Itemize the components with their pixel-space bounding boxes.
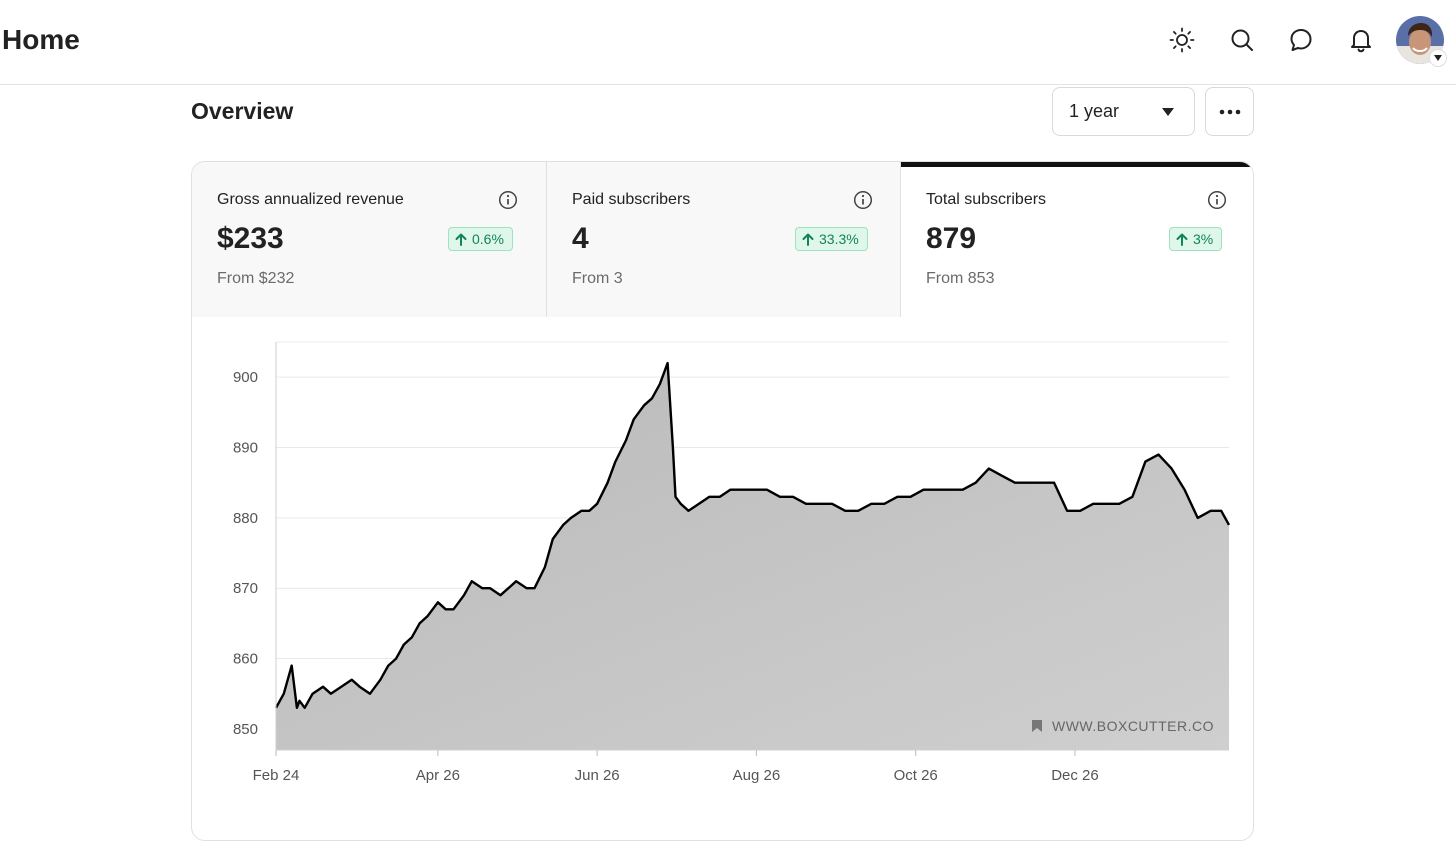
stat-value: 879	[926, 222, 977, 255]
chevron-down-icon[interactable]	[1430, 50, 1446, 66]
y-tick-label: 900	[233, 369, 258, 386]
stat-label: Paid subscribers	[572, 191, 691, 208]
more-dots-icon	[1219, 109, 1240, 114]
area-fill	[276, 363, 1229, 750]
stat-tab-paid-subscribers[interactable]: Paid subscribers 4 33.3% From 3	[546, 162, 900, 317]
x-tick-label: Oct 26	[894, 767, 938, 784]
stat-from: From 853	[926, 270, 995, 287]
y-tick-label: 870	[233, 580, 258, 597]
range-select-value: 1 year	[1069, 101, 1120, 121]
y-tick-label: 850	[233, 721, 258, 738]
overview-title: Overview	[191, 98, 294, 124]
page-title: Home	[2, 24, 80, 55]
stat-label: Total subscribers	[926, 191, 1047, 208]
arrow-up-icon	[455, 233, 467, 246]
change-badge: 0.6%	[448, 227, 513, 251]
change-badge-text: 33.3%	[819, 231, 859, 247]
watermark-text: WWW.BOXCUTTER.CO	[1052, 718, 1214, 734]
y-tick-label: 860	[233, 651, 258, 668]
range-select[interactable]: 1 year	[1052, 87, 1195, 136]
stat-tab-total-subscribers[interactable]: Total subscribers 879 3% From 853	[900, 162, 1253, 317]
more-options-button[interactable]	[1205, 87, 1254, 136]
stat-value: $233	[217, 222, 284, 255]
info-icon[interactable]	[853, 190, 873, 210]
change-badge: 3%	[1169, 227, 1223, 251]
change-badge: 33.3%	[795, 227, 868, 251]
x-tick-label: Jun 26	[575, 767, 620, 784]
x-tick-label: Feb 24	[253, 767, 300, 784]
stat-tab-gross-revenue[interactable]: Gross annualized revenue $233 0.6% From …	[192, 162, 546, 317]
overview-card: Gross annualized revenue $233 0.6% From …	[191, 161, 1254, 841]
x-tick-label: Dec 26	[1051, 767, 1099, 784]
theme-toggle-sun-icon[interactable]	[1164, 22, 1200, 58]
y-tick-label: 880	[233, 510, 258, 527]
top-bar: Home	[0, 0, 1456, 85]
stat-from: From $232	[217, 270, 295, 287]
chart-svg: 850 860 870 880 890 900 Feb 24 Apr 26 Jun 26 Aug …	[233, 341, 1231, 784]
subscribers-chart: 850 860 870 880 890 900 Feb 24 Apr 26 Jun 26 Aug …	[192, 317, 1253, 840]
search-icon[interactable]	[1224, 22, 1260, 58]
stat-label: Gross annualized revenue	[217, 191, 404, 208]
change-badge-text: 3%	[1193, 231, 1214, 247]
info-icon[interactable]	[1207, 190, 1227, 210]
x-tick-label: Aug 26	[733, 767, 781, 784]
bookmark-icon	[1032, 720, 1042, 732]
arrow-up-icon	[1176, 233, 1188, 246]
series-line-total-subscribers	[274, 361, 1231, 709]
bell-icon[interactable]	[1343, 22, 1379, 58]
y-tick-label: 890	[233, 440, 258, 457]
x-tick-label: Apr 26	[416, 767, 460, 784]
chevron-down-icon	[1162, 108, 1174, 116]
chat-icon[interactable]	[1283, 22, 1319, 58]
stat-value: 4	[572, 222, 589, 255]
arrow-up-icon	[802, 233, 814, 246]
stat-from: From 3	[572, 270, 623, 287]
watermark: WWW.BOXCUTTER.CO	[1032, 718, 1214, 734]
info-icon[interactable]	[498, 190, 518, 210]
change-badge-text: 0.6%	[472, 231, 504, 247]
stat-tabs: Gross annualized revenue $233 0.6% From …	[192, 162, 1253, 317]
